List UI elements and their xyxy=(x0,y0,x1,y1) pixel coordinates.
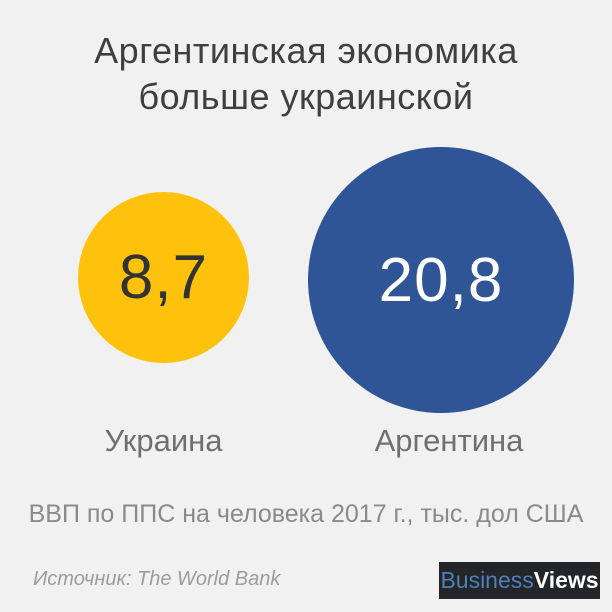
bubble-argentina: 20,8 xyxy=(308,147,574,413)
bubble-ukraine-value: 8,7 xyxy=(118,243,209,312)
label-argentina: Аргентина xyxy=(374,423,524,458)
chart-title-line-1: Аргентинская экономика xyxy=(94,30,518,71)
businessviews-logo: Business Views xyxy=(439,562,600,599)
logo-text-business: Business xyxy=(440,567,534,593)
label-ukraine: Украина xyxy=(104,423,223,458)
source-note: Источник: The World Bank xyxy=(33,568,281,590)
chart-title-line-2: больше украинской xyxy=(138,76,474,117)
logo-text-views: Views xyxy=(533,567,599,593)
chart-title: Аргентинская экономика больше украинской xyxy=(0,28,612,120)
chart-caption: ВВП по ППС на человека 2017 г., тыс. дол… xyxy=(28,500,584,528)
bubble-argentina-value: 20,8 xyxy=(378,245,504,315)
bubble-ukraine: 8,7 xyxy=(78,192,249,363)
